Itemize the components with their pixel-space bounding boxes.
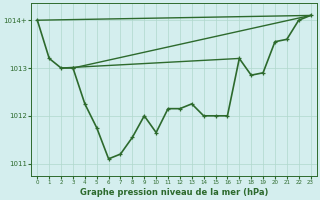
X-axis label: Graphe pression niveau de la mer (hPa): Graphe pression niveau de la mer (hPa) (80, 188, 268, 197)
